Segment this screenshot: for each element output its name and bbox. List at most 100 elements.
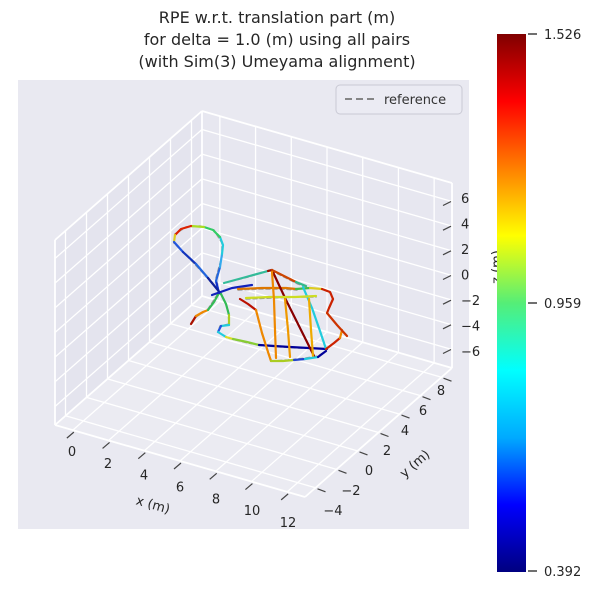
- trajectory-segment: [307, 297, 315, 358]
- x-tick-mark: [280, 493, 289, 501]
- z-tick-label: 6: [461, 192, 469, 207]
- trajectory-segment: [303, 355, 320, 361]
- z-tick-label: −4: [461, 320, 480, 335]
- colorbar-label-mid: 0.959: [544, 297, 581, 312]
- grid-line-z-left-wall: [54, 227, 203, 358]
- trajectory-segment: [219, 292, 231, 317]
- trajectory-segment: [270, 268, 298, 284]
- x-tick-label: 12: [280, 516, 297, 531]
- trajectory-segment: [216, 330, 228, 339]
- grid-line-z-right-wall: [201, 128, 453, 203]
- trajectory-segment: [236, 286, 298, 291]
- colorbar-label-min: 0.392: [544, 565, 581, 580]
- x-tick-label: 6: [176, 481, 184, 496]
- box-edge: [201, 295, 453, 369]
- grid-line-z-left-wall: [54, 277, 203, 407]
- legend: reference: [335, 84, 463, 115]
- trajectory-segment: [218, 252, 224, 269]
- x-tick-label: 10: [244, 504, 261, 519]
- trajectory-segment: [214, 265, 222, 283]
- title-line-1: RPE w.r.t. translation part (m): [159, 8, 395, 27]
- trajectory-segment: [206, 291, 221, 312]
- grid-line-z-left-wall: [54, 178, 203, 309]
- y-tick-mark: [359, 451, 368, 456]
- z-tick-label: 2: [461, 243, 469, 258]
- y-tick-mark: [317, 488, 326, 493]
- z-tick-label: 4: [461, 218, 469, 233]
- box-edge: [201, 110, 453, 184]
- y-tick-label: 8: [437, 384, 445, 399]
- grid-line-z-left-wall: [54, 203, 203, 333]
- trajectory-segment: [172, 233, 177, 244]
- grid-line-y-floor: [107, 378, 358, 452]
- trajectory-segment: [202, 225, 222, 239]
- y-tick-label: 0: [365, 464, 373, 479]
- title-line-2: for delta = 1.0 (m) using all pairs: [144, 30, 410, 49]
- grid-line-y-floor: [65, 415, 316, 489]
- y-tick-mark: [422, 396, 431, 401]
- x-tick-label: 4: [140, 469, 148, 484]
- z-tick-label: −2: [461, 294, 480, 309]
- colorbar-label-max: 1.526: [544, 28, 581, 43]
- grid-line-z-left-wall: [54, 252, 203, 383]
- trajectory-segment: [270, 268, 316, 358]
- grid-line-y-floor: [86, 396, 337, 470]
- trajectory-segment: [216, 324, 223, 334]
- trajectory-segment: [172, 240, 185, 254]
- grid-line-y-floor: [149, 341, 400, 415]
- colorbar: 1.526 0.959 0.392: [497, 28, 581, 580]
- trajectory-segment: [316, 349, 328, 359]
- box-edge: [54, 295, 203, 426]
- box-edge: [54, 424, 306, 498]
- trajectory-segment: [218, 235, 225, 256]
- trajectory-segment: [270, 270, 278, 360]
- grid-line-z-right-wall: [201, 202, 453, 277]
- z-tick-label: 0: [461, 269, 469, 284]
- legend-box: [335, 84, 463, 115]
- y-tick-label: 6: [419, 404, 427, 419]
- x-tick-label: 2: [104, 457, 112, 472]
- grid-lines: [54, 116, 453, 493]
- axis-ticks: [66, 200, 452, 501]
- x-tick-mark: [209, 472, 218, 480]
- trajectory-segment: [181, 250, 198, 266]
- z-tick-mark: [442, 274, 452, 281]
- box-edge: [54, 110, 203, 241]
- trajectory-segment: [219, 323, 231, 328]
- z-tick-mark: [442, 299, 452, 305]
- y-tick-label: −4: [323, 504, 342, 519]
- x-tick-mark: [66, 431, 75, 439]
- x-tick-mark: [173, 462, 182, 470]
- trajectory-segment: [254, 308, 273, 363]
- trajectory-segment: [238, 297, 258, 312]
- trajectory-segment: [325, 311, 349, 338]
- trajectory-segment: [224, 335, 235, 341]
- grid-line-z-right-wall: [201, 153, 453, 227]
- trajectory-segment: [206, 276, 223, 296]
- trajectory-segment: [325, 297, 335, 315]
- x-tick-label: 8: [212, 492, 220, 507]
- trajectory-segment: [269, 358, 296, 363]
- box-edge: [304, 367, 453, 498]
- grid-line-z-left-wall: [54, 153, 203, 284]
- trajectory-segment: [210, 283, 254, 297]
- z-tick-mark: [442, 200, 452, 207]
- grid-line-y-floor: [128, 359, 379, 434]
- trajectory-segment: [244, 294, 318, 300]
- z-tick-label: −6: [461, 345, 480, 360]
- grid-line-z-left-wall: [54, 129, 203, 259]
- estimate-trajectory: [172, 224, 349, 363]
- title-line-3: (with Sim(3) Umeyama alignment): [138, 52, 415, 71]
- y-tick-mark: [443, 377, 452, 382]
- z-tick-mark: [442, 250, 452, 256]
- x-tick-mark: [137, 452, 146, 460]
- z-tick-mark: [442, 348, 452, 355]
- y-tick-mark: [338, 469, 347, 474]
- trajectory-segment: [231, 337, 261, 347]
- y-tick-label: −2: [341, 484, 360, 499]
- y-tick-label: 2: [383, 444, 391, 459]
- trajectory-segment: [189, 224, 206, 229]
- grid-line-z-right-wall: [201, 227, 453, 301]
- y-tick-label: 4: [401, 424, 409, 439]
